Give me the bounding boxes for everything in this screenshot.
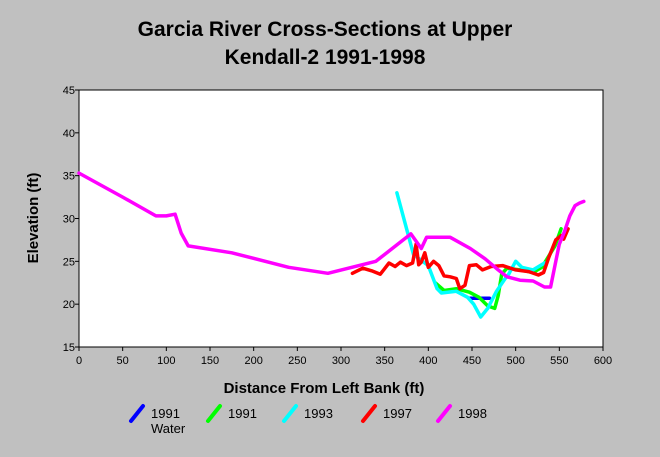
chart-title-line-2: Kendall-2 1991-1998 [225, 46, 426, 69]
x-tick-label: 50 [117, 355, 129, 367]
y-tick-label: 40 [63, 128, 75, 140]
legend-swatch-3 [361, 404, 377, 423]
legend-label-0: Water [151, 421, 186, 436]
y-tick-label: 35 [63, 171, 75, 183]
x-tick-label: 500 [506, 355, 524, 367]
legend-swatch-1 [206, 404, 222, 423]
x-tick-label: 550 [550, 355, 568, 367]
y-axis-label: Elevation (ft) [25, 173, 42, 264]
x-tick-label: 100 [157, 355, 175, 367]
legend-swatch-4 [436, 404, 452, 423]
y-tick-label: 45 [63, 85, 75, 97]
legend-label-3: 1997 [383, 406, 412, 421]
x-tick-label: 300 [332, 355, 350, 367]
legend-label-0: 1991 [151, 406, 180, 421]
y-tick-label: 30 [63, 214, 75, 226]
legend-label-2: 1993 [304, 406, 333, 421]
x-tick-label: 200 [244, 355, 262, 367]
x-axis: 0 50 100 150 200 250 300 350 400 450 500 550 600 [76, 347, 612, 367]
series-line-3 [350, 227, 570, 291]
legend-swatch-0 [129, 404, 145, 423]
y-tick-label: 15 [63, 342, 75, 354]
y-tick-label: 20 [63, 299, 75, 311]
legend-label-1: 1991 [228, 406, 257, 421]
y-axis: 15 20 25 30 35 40 45 [63, 85, 79, 354]
x-tick-label: 250 [288, 355, 306, 367]
series-layer [77, 171, 586, 319]
legend-swatch-2 [282, 404, 298, 423]
y-tick-label: 25 [63, 256, 75, 268]
series-line-4 [77, 171, 586, 289]
x-tick-label: 400 [419, 355, 437, 367]
series-line-2 [395, 191, 547, 319]
x-tick-label: 350 [375, 355, 393, 367]
x-tick-label: 450 [463, 355, 481, 367]
plot-area [78, 89, 604, 348]
x-tick-label: 150 [201, 355, 219, 367]
x-tick-label: 0 [76, 355, 82, 367]
x-tick-label: 600 [594, 355, 612, 367]
x-axis-label: Distance From Left Bank (ft) [224, 380, 425, 397]
chart-title-line-1: Garcia River Cross-Sections at Upper [138, 18, 513, 41]
legend-label-4: 1998 [458, 406, 487, 421]
